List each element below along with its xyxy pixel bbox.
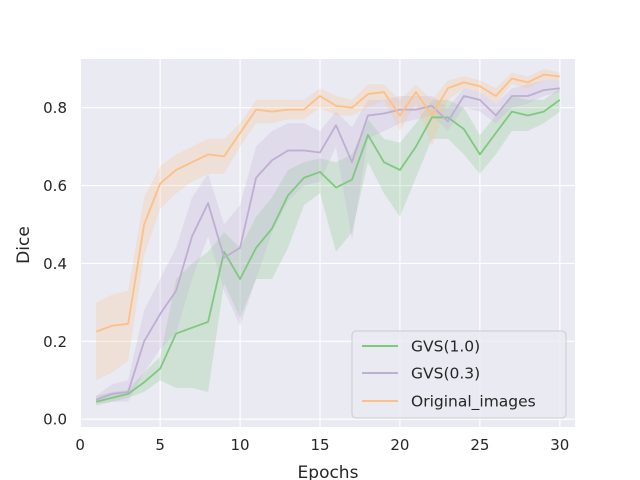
grid-lines [79,59,575,427]
confidence-band-2 [96,68,560,381]
legend-label-1: GVS(0.3) [411,365,480,383]
x-tick-label: 25 [470,436,489,454]
y-tick-label: 0.8 [43,99,67,117]
confidence-bands [96,68,560,406]
series-lines [95,73,561,403]
legend-label-0: GVS(1.0) [411,338,480,356]
x-tick-label: 10 [231,436,250,454]
x-tick-label: 15 [310,436,329,454]
x-axis-label: Epochs [298,463,359,480]
y-tick-label: 0.6 [43,177,67,195]
legend-box [351,330,567,419]
x-tick-label: 20 [390,436,409,454]
confidence-band-0 [96,88,560,406]
confidence-band-1 [96,80,560,404]
y-tick-labels: 0.0 0.2 0.4 0.6 0.8 [43,99,67,429]
series-line-1 [95,87,560,401]
x-tick-label: 0 [75,436,85,454]
y-tick-label: 0.2 [43,333,67,351]
legend: GVS(1.0) GVS(0.3) Original_images [351,330,567,419]
x-tick-labels: 0 5 10 15 20 25 30 [75,436,569,454]
y-tick-label: 0.0 [43,411,67,429]
series-line-0 [95,99,561,403]
x-tick-label: 5 [155,436,165,454]
legend-label-2: Original_images [411,393,536,412]
series-line-2 [95,73,560,333]
y-tick-label: 0.4 [43,255,67,273]
x-tick-label: 30 [550,436,569,454]
y-axis-label: Dice [14,226,34,264]
